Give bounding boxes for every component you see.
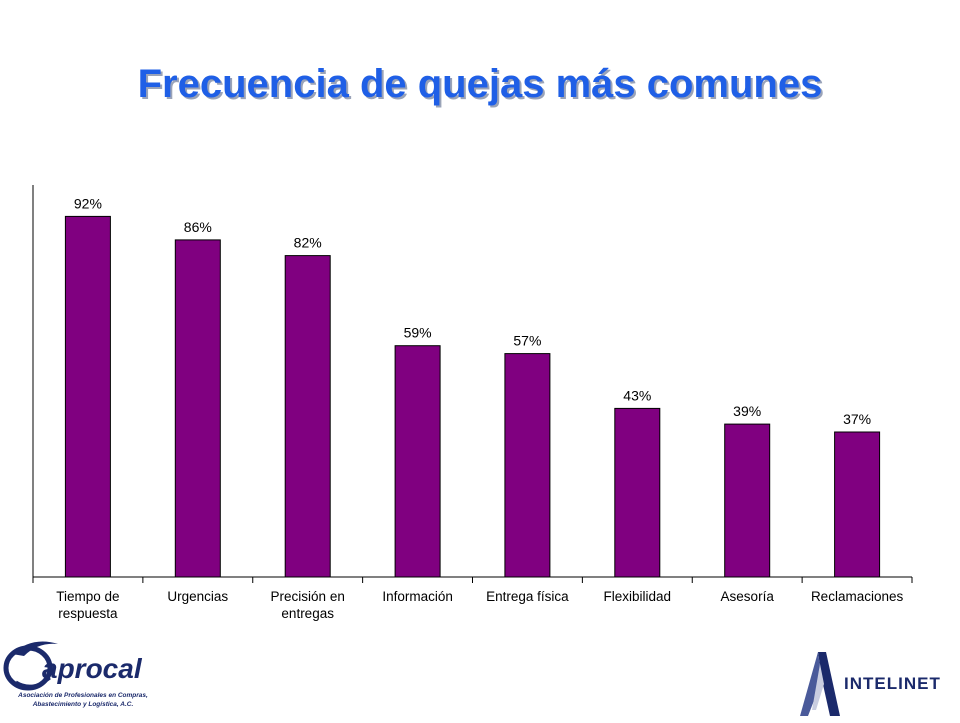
intelinet-wordmark: INTELINET (844, 674, 941, 693)
page-title: Frecuencia de quejas más comunes (137, 62, 823, 106)
bar (834, 431, 881, 578)
x-tick-label: Entrega física (486, 589, 569, 604)
bar (614, 407, 661, 578)
data-label: 86% (184, 219, 212, 235)
bar (504, 353, 551, 578)
data-label: 92% (74, 195, 102, 211)
data-label: 82% (294, 235, 322, 251)
bar (724, 423, 771, 578)
intelinet-logo: INTELINET (796, 650, 958, 718)
bar (64, 215, 111, 578)
x-tick-label: Tiempo de respuesta (56, 589, 119, 621)
bar (284, 255, 331, 578)
aprocal-wordmark: aprocal (42, 653, 143, 684)
aprocal-tagline: Asociación de Profesionales en Compras, … (18, 692, 148, 708)
x-tick-label: Reclamaciones (811, 589, 904, 604)
x-tick-label: Precisión en entregas (271, 589, 345, 621)
bar (394, 345, 441, 578)
aprocal-swoosh-icon: aprocal (3, 641, 143, 691)
data-label: 43% (623, 387, 651, 403)
x-tick-label: Urgencias (167, 589, 228, 604)
aprocal-logo: aprocal Asociación de Profesionales en C… (2, 634, 152, 718)
bar (174, 239, 221, 578)
data-label: 39% (733, 403, 761, 419)
data-label: 59% (404, 325, 432, 341)
intelinet-emblem-icon (800, 652, 840, 716)
x-tick-label: Información (382, 589, 453, 604)
data-label: 37% (843, 411, 871, 427)
x-tick-label: Flexibilidad (604, 589, 672, 604)
x-tick-label: Asesoría (721, 589, 775, 604)
data-label: 57% (513, 333, 541, 349)
